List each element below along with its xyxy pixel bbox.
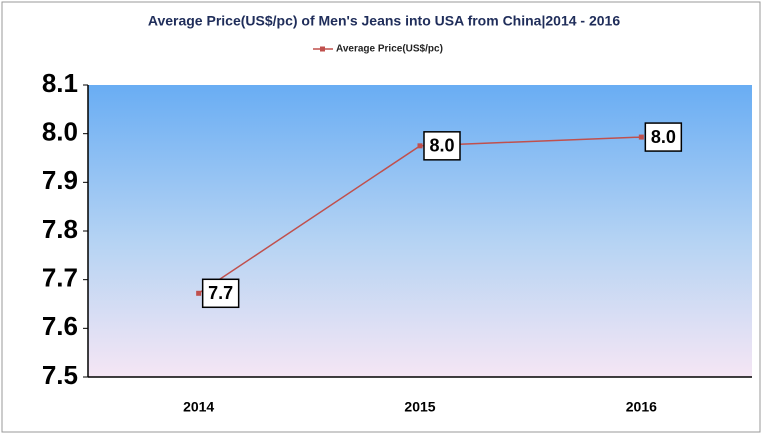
y-tick-label: 8.0 (42, 117, 78, 147)
y-tick-label: 7.7 (42, 263, 78, 293)
data-label-box (423, 131, 461, 161)
data-label-box (201, 278, 240, 309)
point (417, 143, 423, 149)
x-tick-label: 2015 (404, 399, 435, 415)
point (638, 134, 644, 140)
x-tick-label: 2014 (183, 399, 214, 415)
chart-title: Average Price(US$/pc) of Men's Jeans int… (148, 13, 620, 29)
point (196, 290, 202, 296)
data-label-box (644, 122, 683, 152)
y-tick-label: 8.1 (42, 68, 78, 98)
legend-marker (320, 46, 325, 52)
y-tick-label: 7.5 (42, 360, 78, 390)
plot-area (88, 85, 752, 377)
data-label: 8.0 (429, 136, 454, 156)
data-label: 8.0 (651, 127, 676, 147)
y-tick-label: 7.9 (42, 165, 78, 195)
y-tick-label: 7.8 (42, 214, 78, 244)
legend-label: Average Price(US$/pc) (336, 44, 443, 55)
y-tick-label: 7.6 (42, 311, 78, 341)
data-label: 7.7 (208, 283, 233, 303)
x-tick-label: 2016 (626, 399, 657, 415)
